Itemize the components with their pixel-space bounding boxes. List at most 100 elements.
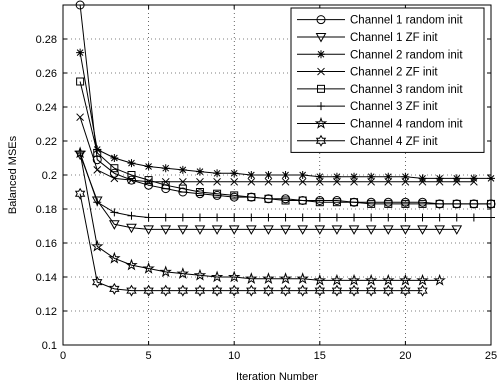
data-point — [144, 176, 153, 185]
data-point — [247, 213, 256, 222]
data-point — [125, 258, 138, 271]
x-tick-label: 5 — [146, 350, 152, 362]
data-point — [332, 198, 341, 207]
data-point — [227, 270, 241, 283]
data-point — [178, 184, 187, 193]
legend-label: Channel 3 random init — [350, 84, 463, 96]
legend-label: Channel 4 random init — [350, 118, 463, 130]
data-point — [416, 273, 429, 286]
data-point — [92, 155, 102, 165]
data-point — [314, 284, 325, 297]
series-line — [79, 154, 457, 230]
data-point — [143, 284, 154, 297]
data-point — [161, 164, 170, 173]
legend: Channel 1 random init Channel 1 ZF init Ch… — [290, 7, 485, 153]
y-tick-label: 0.16 — [36, 238, 57, 250]
legend-item: Channel 2 random init — [297, 49, 463, 61]
data-point — [279, 272, 292, 284]
series-line — [79, 193, 423, 292]
data-point — [160, 225, 172, 235]
legend-label: Channel 3 ZF init — [350, 101, 438, 113]
data-point — [110, 174, 119, 183]
legend-marker — [317, 67, 325, 76]
legend-item: Channel 1 random init — [297, 15, 463, 27]
series-line — [79, 117, 474, 183]
data-point — [211, 284, 223, 297]
data-point — [314, 225, 326, 235]
x-tick-label: 15 — [314, 350, 326, 362]
legend-marker — [314, 116, 328, 129]
data-point — [315, 213, 324, 222]
legend-marker — [317, 50, 325, 59]
legend-item: Channel 3 ZF init — [297, 101, 438, 113]
data-point — [230, 213, 239, 222]
data-point — [331, 284, 343, 297]
data-point — [382, 273, 395, 286]
data-point — [76, 77, 85, 86]
data-point — [418, 213, 427, 222]
data-point — [452, 177, 461, 186]
data-point — [384, 199, 393, 208]
data-point — [333, 177, 341, 186]
data-point — [452, 213, 461, 222]
data-point — [247, 177, 256, 186]
data-point — [469, 174, 478, 183]
data-point — [178, 213, 187, 222]
data-point — [177, 284, 189, 297]
data-point — [469, 199, 478, 208]
data-point — [435, 213, 444, 222]
y-axis-label: Balanced MSEs — [7, 135, 19, 214]
data-point — [178, 177, 187, 186]
y-tick-label: 0.26 — [36, 68, 57, 80]
x-tick-label: 25 — [485, 350, 497, 362]
data-point — [280, 225, 291, 235]
data-point — [400, 284, 411, 297]
data-point — [264, 177, 273, 186]
data-point — [263, 225, 274, 235]
data-point — [435, 177, 444, 186]
data-point — [262, 272, 275, 284]
data-point — [229, 284, 240, 297]
data-point — [195, 213, 204, 222]
y-tick-label: 0.28 — [36, 34, 57, 46]
data-point — [247, 193, 256, 202]
data-point — [348, 225, 360, 235]
data-point — [452, 199, 461, 208]
data-point — [245, 225, 257, 235]
data-point — [73, 146, 87, 159]
legend-marker — [316, 15, 326, 25]
data-point — [264, 194, 273, 203]
data-point — [263, 284, 274, 297]
series-line — [79, 152, 491, 218]
data-point — [418, 199, 427, 208]
data-point — [161, 213, 170, 222]
data-point — [110, 164, 119, 173]
data-point — [383, 284, 394, 297]
data-point — [264, 213, 273, 222]
data-point — [195, 167, 204, 176]
data-point — [159, 265, 172, 278]
data-point — [297, 225, 309, 235]
data-point — [315, 177, 324, 186]
data-point — [350, 177, 358, 186]
data-point — [417, 284, 428, 297]
legend-label: Channel 1 random init — [350, 15, 463, 27]
data-point — [365, 284, 377, 297]
data-point — [230, 177, 239, 186]
data-point — [401, 172, 410, 181]
data-point — [433, 273, 446, 286]
x-tick-label: 0 — [60, 350, 66, 362]
data-point — [384, 177, 393, 186]
legend-item: Channel 4 random init — [297, 116, 463, 130]
data-point — [469, 213, 478, 222]
series-6 — [76, 148, 495, 222]
data-point — [350, 172, 359, 181]
data-point — [367, 172, 376, 181]
data-point — [382, 225, 394, 235]
data-point — [367, 213, 376, 222]
y-tick-label: 0.12 — [36, 306, 57, 318]
series-line — [79, 81, 491, 205]
data-point — [127, 211, 136, 220]
series-5 — [76, 77, 495, 208]
x-tick-label: 10 — [228, 350, 240, 362]
